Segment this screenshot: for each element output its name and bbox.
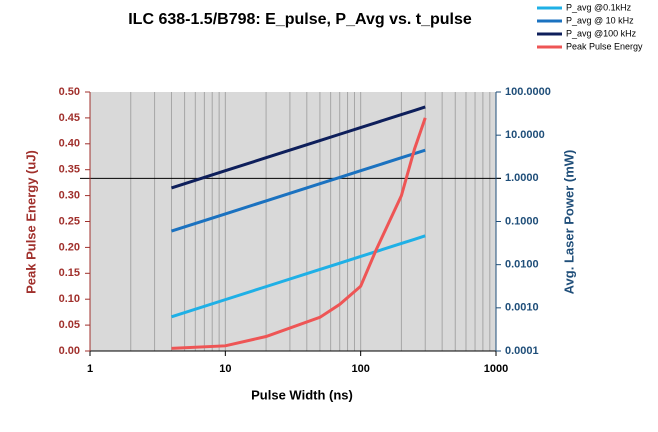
y2-tick-label: 10.0000 <box>505 129 545 141</box>
legend-label: Peak Pulse Energy <box>566 41 643 51</box>
legend-label: P_avg @100 kHz <box>566 28 637 38</box>
series-line <box>171 148 426 233</box>
series-line <box>171 117 427 350</box>
y2-tick-label: 0.1000 <box>505 215 539 227</box>
series-line <box>171 234 426 319</box>
legend-label: P_avg @0.1kHz <box>566 2 632 12</box>
y2-axis-label: Avg. Laser Power (mW) <box>561 150 576 295</box>
chart-title: ILC 638-1.5/B798: E_pulse, P_Avg vs. t_p… <box>128 11 472 28</box>
y-tick-label: 0.20 <box>59 241 80 253</box>
x-tick-label: 1000 <box>484 363 508 375</box>
legend-label: P_avg @ 10 kHz <box>566 15 634 25</box>
y2-tick-label: 100.0000 <box>505 86 551 98</box>
y2-tick-label: 0.0010 <box>505 302 539 314</box>
y2-tick-label: 1.0000 <box>505 172 539 184</box>
y-tick-label: 0.35 <box>59 164 80 176</box>
y-tick-label: 0.40 <box>59 138 80 150</box>
x-tick-label: 100 <box>351 363 369 375</box>
plot-area <box>90 92 496 351</box>
y-tick-label: 0.25 <box>59 215 80 227</box>
y2-tick-label: 0.0001 <box>505 345 539 357</box>
x-tick-label: 1 <box>87 363 93 375</box>
y-tick-label: 0.10 <box>59 293 80 305</box>
x-tick-label: 10 <box>219 363 231 375</box>
y-tick-label: 0.50 <box>59 86 80 98</box>
y-tick-label: 0.45 <box>59 112 80 124</box>
y2-tick-label: 0.0100 <box>505 259 539 271</box>
y-tick-label: 0.00 <box>59 345 80 357</box>
x-axis-label: Pulse Width (ns) <box>251 387 353 402</box>
y-axis-label: Peak Pulse Energy (uJ) <box>23 150 38 294</box>
y-tick-label: 0.05 <box>59 319 80 331</box>
y-tick-label: 0.15 <box>59 267 80 279</box>
y-tick-label: 0.30 <box>59 190 80 202</box>
series-line <box>171 105 426 190</box>
